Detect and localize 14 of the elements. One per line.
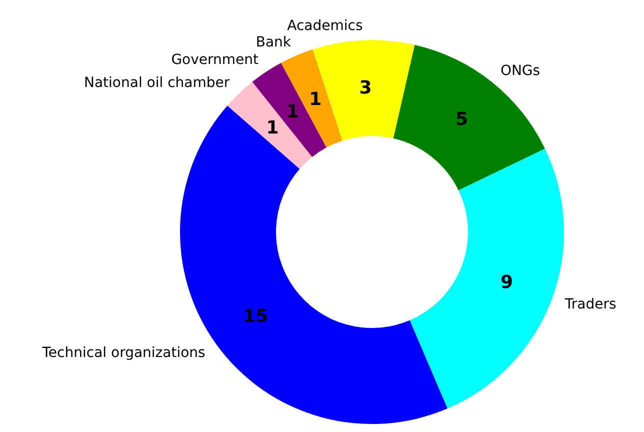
- data-label: 1: [266, 117, 279, 138]
- data-label: 5: [456, 108, 468, 130]
- data-label: 1: [309, 89, 322, 110]
- slice-label: Academics: [287, 18, 363, 34]
- slice-label: Bank: [256, 34, 292, 51]
- slice-label: Traders: [564, 296, 616, 312]
- data-label: 9: [500, 272, 514, 294]
- slice-label: Government: [171, 52, 260, 68]
- data-label: 1: [286, 101, 299, 122]
- data-label: 3: [359, 78, 372, 99]
- slice-label: ONGs: [500, 62, 540, 79]
- slice-label: National oil chamber: [84, 75, 230, 92]
- slice-label: Technical organizations: [41, 345, 206, 362]
- data-label: 15: [242, 306, 268, 328]
